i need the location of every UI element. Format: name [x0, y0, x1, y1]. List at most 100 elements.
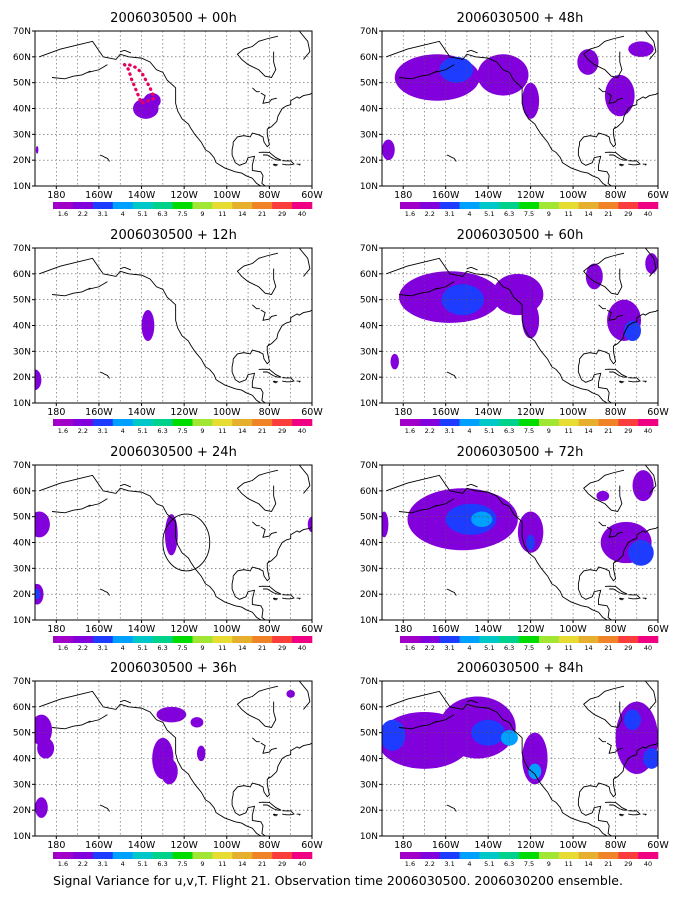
colorbar-swatch [92, 419, 114, 426]
y-tick-label: 70N [13, 461, 31, 471]
y-tick-label: 70N [13, 244, 31, 254]
colorbar-swatch [419, 419, 440, 426]
coastline [386, 474, 608, 620]
coastline [231, 792, 266, 836]
colorbar-label: 7.5 [177, 427, 187, 435]
variance-contour [471, 719, 506, 746]
colorbar-swatch [638, 852, 659, 859]
coastline [298, 31, 311, 60]
coastline [267, 343, 270, 346]
coastline [232, 526, 312, 582]
coastline [236, 35, 279, 79]
colorbar-label: 6.3 [504, 427, 514, 435]
colorbar-swatch [638, 636, 659, 643]
coastline [298, 465, 311, 494]
colorbar-label: 11 [565, 427, 573, 435]
colorbar-label: 2.2 [78, 427, 88, 435]
colorbar-label: 40 [298, 210, 306, 218]
coastline [272, 597, 279, 601]
x-tick-label: 100W [213, 840, 241, 851]
coastline [386, 690, 608, 836]
colorbar-label: 29 [278, 427, 286, 435]
colorbar-label: 5.1 [484, 210, 494, 218]
colorbar-label: 21 [604, 644, 612, 652]
colorbar-swatch [499, 852, 520, 859]
colorbar-swatch [292, 419, 313, 426]
colorbar-label: 7.5 [524, 860, 534, 868]
coastline [52, 504, 91, 514]
x-tick-label: 100W [559, 407, 587, 418]
coastline [398, 287, 438, 297]
coastline [398, 504, 438, 514]
variance-contour [382, 511, 389, 538]
y-tick-label: 20N [360, 806, 378, 816]
colorbar-swatch [172, 202, 193, 209]
variance-contour [143, 93, 161, 109]
colorbar-swatch [638, 202, 659, 209]
y-tick-label: 10N [13, 616, 31, 626]
coastline [232, 309, 312, 365]
colorbar-swatch [252, 419, 273, 426]
coastline [52, 720, 91, 730]
x-tick-label: 160W [432, 840, 460, 851]
y-tick-label: 20N [13, 590, 31, 600]
colorbar-swatch [272, 419, 293, 426]
coastline [282, 377, 295, 383]
x-tick-label: 180 [47, 407, 65, 418]
y-tick-label: 20N [13, 806, 31, 816]
y-tick-label: 20N [360, 373, 378, 383]
colorbar-swatch [538, 636, 560, 643]
y-tick-label: 70N [360, 677, 378, 687]
panel-3: 2006030500 + 36h 10N 20N 30N 40N 50N 60N 70N 180… [13, 661, 324, 868]
colorbar-label: 3.1 [98, 644, 108, 652]
coastline [644, 465, 657, 494]
colorbar-label: 40 [644, 644, 652, 652]
panel-2: 2006030500 + 24h 10N 20N 30N 40N 50N 60N 70N 180… [13, 445, 324, 652]
colorbar-swatch [519, 852, 540, 859]
colorbar-swatch [459, 636, 480, 643]
panel-0: 2006030500 + 00h 10N 20N 30N 40N 50N 60N 70N 180… [13, 11, 324, 218]
colorbar-label: 2.2 [78, 860, 88, 868]
coastline [282, 810, 295, 816]
y-tick-label: 10N [360, 832, 378, 842]
colorbar-swatch [618, 419, 639, 426]
x-tick-label: 60W [647, 624, 669, 635]
coastline [628, 377, 641, 383]
coastline [99, 371, 110, 379]
coastline [39, 257, 262, 403]
colorbar-swatch [519, 419, 540, 426]
variance-contour [477, 54, 529, 96]
colorbar-swatch [578, 202, 599, 209]
x-tick-label: 140W [128, 190, 156, 201]
panel-title: 2006030500 + 48h [457, 11, 584, 26]
coastline [260, 309, 277, 321]
y-tick-label: 60N [13, 53, 31, 63]
colorbar-label: 29 [624, 860, 632, 868]
colorbar-label: 1.6 [58, 427, 68, 435]
coastline [267, 776, 270, 779]
colorbar-swatch [72, 852, 94, 859]
coastline [296, 597, 301, 600]
colorbar-label: 5.1 [484, 644, 494, 652]
x-tick-label: 100W [213, 407, 241, 418]
colorbar-swatch [53, 852, 74, 859]
coastline [267, 560, 270, 563]
panel-7: 2006030500 + 84h 10N 20N 30N 40N 50N 60N 70N 180… [360, 661, 670, 868]
variance-contour [35, 589, 41, 600]
coastline [258, 585, 282, 595]
coastline [598, 737, 606, 743]
coastline [272, 163, 279, 167]
colorbar-label: 1.6 [405, 860, 415, 868]
variance-contour [37, 737, 55, 759]
x-tick-label: 120W [517, 407, 545, 418]
coastline [120, 699, 132, 704]
colorbar: 1.6 2.2 3.1 4 5.1 6.3 7.5 9 11 14 21 29 40 [400, 852, 659, 868]
coastline [99, 588, 110, 596]
variance-contour [471, 511, 493, 527]
colorbar-swatch [72, 202, 94, 209]
colorbar-label: 9 [200, 427, 204, 435]
colorbar-swatch [400, 419, 421, 426]
colorbar-label: 11 [565, 860, 573, 868]
coastline [446, 804, 457, 812]
y-tick-label: 20N [13, 373, 31, 383]
